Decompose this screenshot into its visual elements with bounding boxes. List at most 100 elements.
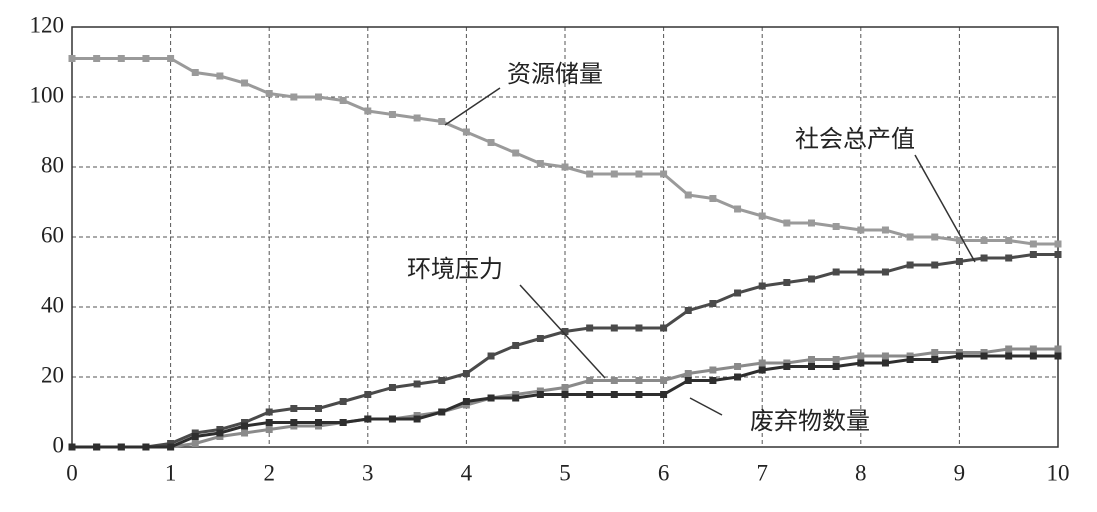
marker [931,349,939,356]
marker [586,324,594,332]
marker [857,359,865,367]
x-tick-label: 3 [362,460,374,485]
marker [462,370,470,377]
series-label: 废弃物数量 [750,407,870,435]
y-tick-label: 120 [30,12,65,37]
marker [734,373,742,381]
marker [881,352,889,360]
marker [265,426,273,433]
marker [635,391,643,398]
x-tick-label: 1 [165,460,177,485]
marker [167,55,175,62]
marker [388,415,396,423]
marker [881,226,889,234]
marker [1054,352,1062,360]
marker [487,139,495,146]
marker [610,391,618,398]
marker [881,359,889,367]
marker [1005,352,1013,360]
marker [561,384,569,391]
marker [808,363,815,370]
marker [561,391,569,398]
marker [734,289,742,297]
label-pointer [914,154,976,263]
marker [660,170,668,178]
x-tick-label: 8 [855,460,867,485]
marker [339,398,347,405]
x-tick-label: 9 [954,460,966,485]
marker [561,328,569,335]
y-tick-label: 20 [41,362,64,387]
marker [955,258,963,265]
marker [734,363,742,370]
x-tick-label: 5 [559,460,571,485]
label-pointer [444,87,501,126]
marker [462,398,470,405]
marker [980,237,988,244]
marker [191,433,199,440]
marker [783,219,791,227]
marker [610,170,618,178]
marker [635,324,643,332]
marker [684,191,692,199]
marker [438,118,446,125]
marker [758,359,766,367]
marker [315,405,322,412]
marker [980,254,988,262]
marker [660,377,668,384]
marker [339,419,347,426]
marker [1029,251,1037,258]
marker [1029,240,1037,248]
marker [709,366,717,374]
marker [610,377,618,384]
marker [857,352,865,360]
marker [413,380,421,388]
marker [906,233,914,241]
marker [832,223,840,230]
marker [142,443,150,451]
marker [1054,251,1062,258]
marker [167,443,175,451]
marker [881,268,889,276]
marker [512,149,520,157]
marker [68,55,76,62]
marker [413,114,421,122]
marker [709,300,717,307]
marker [955,352,963,360]
x-tick-label: 6 [658,460,670,485]
label-pointer [689,397,723,416]
marker [142,55,150,62]
marker [1054,345,1062,353]
marker [241,79,249,87]
marker [1029,352,1037,360]
marker [1005,345,1013,353]
marker [388,111,396,118]
marker [191,440,199,447]
marker [734,205,742,213]
x-tick-label: 10 [1047,460,1070,485]
marker [808,275,815,283]
marker [216,72,224,80]
marker [290,405,298,412]
y-tick-label: 80 [41,152,64,177]
marker [1054,240,1062,248]
marker [438,408,446,416]
y-tick-label: 0 [53,432,65,457]
marker [610,324,618,332]
marker [783,363,791,370]
marker [117,443,125,451]
marker [660,391,668,398]
marker [512,394,520,402]
marker [832,363,840,370]
marker [857,268,865,276]
marker [783,279,791,286]
marker [117,55,125,62]
marker [191,69,199,76]
marker [265,408,273,416]
x-tick-label: 4 [461,460,473,485]
plot-frame [71,26,1059,448]
marker [709,195,717,202]
marker [635,377,643,384]
marker [68,443,76,451]
marker [660,324,668,332]
